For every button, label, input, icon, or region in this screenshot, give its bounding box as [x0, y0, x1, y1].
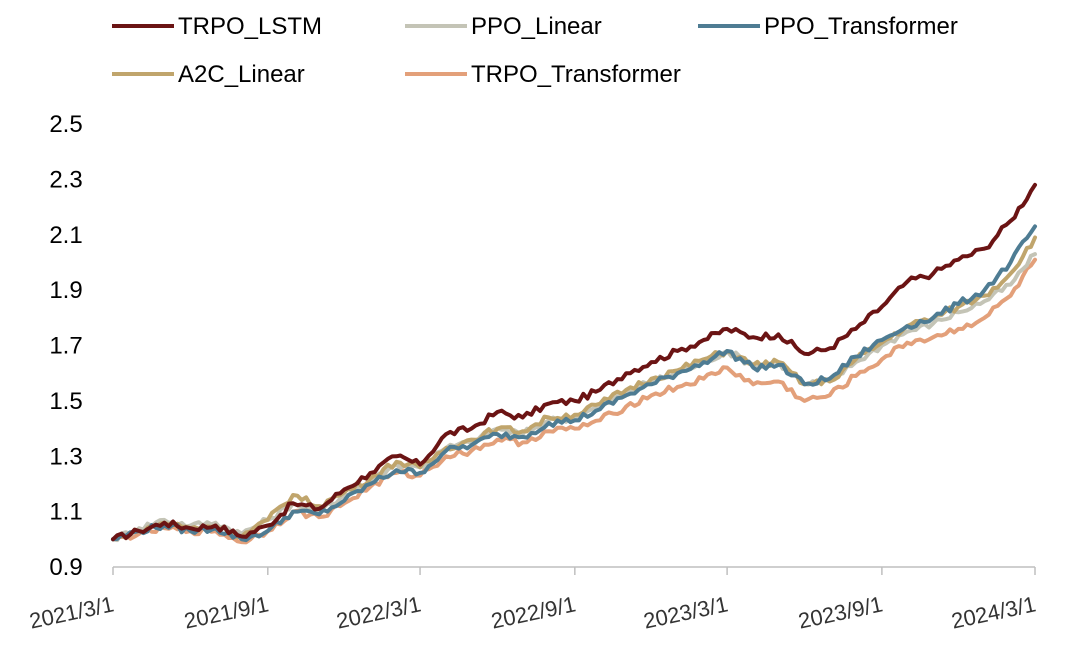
- y-tick-label: 1.1: [49, 499, 82, 526]
- y-tick-label: 2.3: [49, 166, 82, 193]
- x-axis: 2021/3/1 2021/9/1 2022/3/1 2022/9/1 2023/3/1…: [27, 566, 1038, 634]
- legend-item: TRPO_LSTM: [112, 13, 322, 40]
- y-tick-label: 2.1: [49, 222, 82, 249]
- y-tick-label: 2.5: [49, 111, 82, 138]
- legend-label: A2C_Linear: [178, 61, 305, 88]
- x-tick-label: 2024/3/1: [949, 591, 1038, 633]
- x-tick-label: 2021/3/1: [27, 591, 116, 633]
- x-tick-label: 2022/9/1: [489, 591, 578, 633]
- legend-item: A2C_Linear: [112, 61, 305, 88]
- y-tick-label: 0.9: [49, 554, 82, 581]
- plot-area: [111, 182, 1037, 545]
- y-tick-label: 1.9: [49, 277, 82, 304]
- series-line-ppo-linear: [111, 252, 1037, 543]
- legend-label: PPO_Linear: [471, 13, 602, 40]
- x-tick-label: 2021/9/1: [182, 591, 271, 633]
- series-line-a2c-linear: [111, 235, 1037, 542]
- legend-item: TRPO_Transformer: [405, 61, 681, 88]
- legend-item: PPO_Transformer: [698, 13, 958, 40]
- y-tick-label: 1.5: [49, 388, 82, 415]
- y-tick-label: 1.3: [49, 443, 82, 470]
- y-axis: 0.9 1.1 1.3 1.5 1.7 1.9 2.1 2.3 2.5: [49, 111, 82, 581]
- x-tick-label: 2022/3/1: [334, 591, 423, 633]
- legend-label: TRPO_LSTM: [178, 13, 322, 40]
- legend: TRPO_LSTM PPO_Linear PPO_Transformer A2C_Li…: [112, 13, 958, 88]
- x-tick-label: 2023/9/1: [796, 591, 885, 633]
- x-tick-label: 2023/3/1: [641, 591, 730, 633]
- series-line-trpo-lstm: [111, 182, 1037, 542]
- legend-label: PPO_Transformer: [764, 13, 958, 40]
- legend-item: PPO_Linear: [405, 13, 602, 40]
- y-tick-label: 1.7: [49, 333, 82, 360]
- legend-label: TRPO_Transformer: [471, 61, 681, 88]
- series-line-ppo-transformer: [111, 224, 1037, 543]
